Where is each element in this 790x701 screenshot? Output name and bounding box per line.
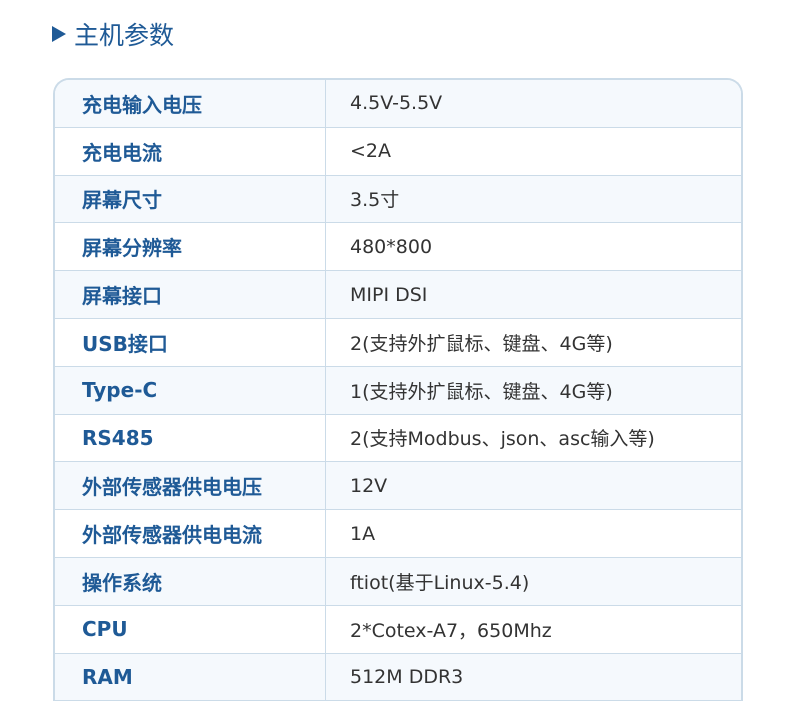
table-row: CPU 2*Cotex-A7，650Mhz: [55, 605, 741, 654]
spec-value: <2A: [350, 140, 392, 163]
table-row: RAM 512M DDR3: [55, 653, 741, 701]
spec-value: MIPI DSI: [350, 283, 428, 306]
spec-label: 外部传感器供电电流: [55, 510, 326, 557]
triangle-right-icon: [52, 26, 66, 42]
spec-table: 充电输入电压 4.5V-5.5V 充电电流 <2A 屏幕尺寸 3.5寸屏幕分辨率 480*8…: [53, 78, 743, 701]
table-row: 屏幕分辨率 480*800: [55, 223, 741, 272]
spec-label: 外部传感器供电电压: [55, 462, 326, 510]
spec-label: 操作系统: [55, 557, 326, 605]
spec-label: 屏幕尺寸: [55, 175, 326, 223]
table-row: 外部传感器供电电流 1A: [55, 510, 741, 558]
table-row: 操作系统 ftiot(基于Linux-5.4): [55, 557, 741, 606]
spec-label: CPU: [55, 605, 326, 653]
spec-value: 4.5V-5.5V: [350, 92, 443, 115]
table-row: 屏幕接口 MIPI DSI: [55, 271, 741, 319]
spec-label: 屏幕接口: [55, 271, 326, 318]
table-row: 充电电流 <2A: [55, 127, 741, 176]
table-row: USB接口 2(支持外扩鼠标、键盘、4G等): [55, 318, 741, 367]
spec-value: 2*Cotex-A7，650Mhz: [350, 619, 552, 642]
spec-label: 充电电流: [55, 127, 326, 175]
table-row: 屏幕尺寸 3.5寸: [55, 175, 741, 224]
spec-value: 1(支持外扩鼠标、键盘、4G等): [350, 380, 613, 403]
spec-label: RAM: [55, 653, 326, 701]
spec-label: RS485: [55, 414, 326, 462]
spec-value: 2(支持外扩鼠标、键盘、4G等): [350, 332, 613, 355]
table-row: 外部传感器供电电压 12V: [55, 462, 741, 511]
spec-value: 12V: [350, 474, 388, 497]
spec-value: 480*800: [350, 235, 433, 258]
table-row: Type-C 1(支持外扩鼠标、键盘、4G等): [55, 366, 741, 415]
spec-value: 512M DDR3: [350, 665, 464, 688]
spec-value: 3.5寸: [350, 189, 400, 212]
section-title: 主机参数: [52, 14, 174, 54]
spec-value: ftiot(基于Linux-5.4): [350, 571, 530, 594]
section-title-text: 主机参数: [74, 21, 175, 50]
spec-label: 充电输入电压: [55, 80, 326, 127]
spec-value: 1A: [350, 522, 376, 545]
table-row: RS485 2(支持Modbus、json、asc输入等): [55, 414, 741, 463]
spec-label: USB接口: [55, 318, 326, 366]
spec-label: 屏幕分辨率: [55, 223, 326, 271]
spec-label: Type-C: [55, 366, 326, 414]
table-row: 充电输入电压 4.5V-5.5V: [55, 80, 741, 128]
spec-value: 2(支持Modbus、json、asc输入等): [350, 428, 655, 451]
